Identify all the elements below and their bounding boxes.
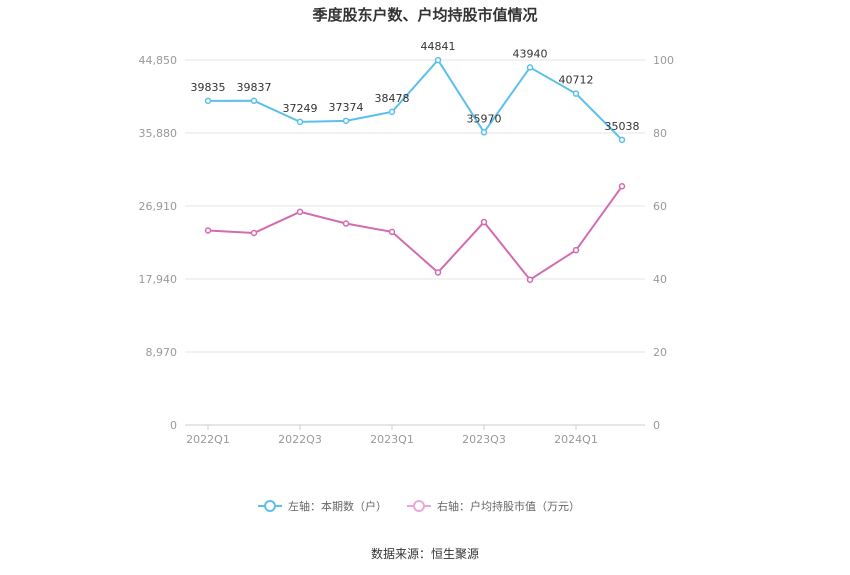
data-point[interactable] bbox=[342, 117, 350, 125]
data-point[interactable] bbox=[296, 118, 304, 126]
data-point[interactable] bbox=[296, 208, 304, 216]
x-axis: 2022Q1 2022Q3 2023Q1 2023Q3 2024Q1 bbox=[186, 425, 598, 446]
data-source: 数据来源：恒生聚源 bbox=[371, 546, 479, 561]
series-2 bbox=[204, 183, 626, 283]
data-label: 35038 bbox=[605, 120, 640, 133]
x-tick-label: 2022Q3 bbox=[278, 433, 322, 446]
grid-lines bbox=[185, 59, 645, 426]
x-tick-label: 2022Q1 bbox=[186, 433, 230, 446]
right-axis-ticks: 0 20 40 60 80 100 bbox=[653, 54, 674, 432]
data-point[interactable] bbox=[526, 276, 534, 283]
legend-marker bbox=[413, 500, 425, 512]
data-point[interactable] bbox=[250, 229, 258, 237]
data-label: 39837 bbox=[237, 81, 272, 94]
data-label: 38478 bbox=[375, 92, 410, 105]
data-point[interactable] bbox=[342, 220, 350, 227]
data-point[interactable] bbox=[434, 269, 442, 276]
chart-title: 季度股东户数、户均持股市值情况 bbox=[312, 6, 537, 24]
data-point[interactable] bbox=[618, 136, 626, 144]
series-line bbox=[207, 58, 623, 141]
data-point[interactable] bbox=[572, 90, 580, 97]
series-line bbox=[207, 185, 623, 282]
series-1: 39835 39837 37249 37374 38478 44841 35970 43940… bbox=[191, 40, 640, 144]
right-tick-label: 0 bbox=[653, 419, 660, 432]
data-point[interactable] bbox=[388, 108, 396, 116]
data-point[interactable] bbox=[572, 246, 580, 254]
data-point[interactable] bbox=[618, 183, 626, 190]
data-label: 37249 bbox=[283, 102, 318, 115]
left-axis-ticks: 0 8,970 17,940 26,910 35,880 44,850 bbox=[139, 54, 178, 432]
data-label: 39835 bbox=[191, 81, 226, 94]
data-label: 37374 bbox=[329, 101, 364, 114]
data-point[interactable] bbox=[388, 228, 396, 236]
x-tick-label: 2023Q3 bbox=[462, 433, 506, 446]
data-label: 43940 bbox=[513, 47, 548, 60]
left-tick-label: 17,940 bbox=[139, 273, 178, 286]
right-tick-label: 40 bbox=[653, 273, 667, 286]
legend[interactable]: 左轴：本期数（户） 右轴：户均持股市值（万元） bbox=[258, 499, 580, 513]
data-point[interactable] bbox=[250, 97, 258, 105]
data-point[interactable] bbox=[434, 56, 442, 64]
legend-label: 右轴：户均持股市值（万元） bbox=[437, 499, 580, 513]
right-tick-label: 80 bbox=[653, 127, 667, 140]
right-tick-label: 100 bbox=[653, 54, 674, 67]
left-tick-label: 0 bbox=[170, 419, 177, 432]
data-point[interactable] bbox=[204, 97, 212, 105]
series-layer: 39835 39837 37249 37374 38478 44841 35970 43940… bbox=[191, 40, 640, 283]
legend-label: 左轴：本期数（户） bbox=[288, 499, 387, 513]
data-label: 44841 bbox=[421, 40, 456, 53]
data-point[interactable] bbox=[204, 227, 212, 234]
data-label: 40712 bbox=[559, 74, 594, 87]
left-tick-label: 44,850 bbox=[139, 54, 178, 67]
legend-item-1[interactable]: 左轴：本期数（户） bbox=[258, 499, 387, 513]
left-tick-label: 8,970 bbox=[146, 346, 178, 359]
legend-marker bbox=[264, 500, 276, 512]
data-point[interactable] bbox=[480, 218, 488, 226]
right-tick-label: 60 bbox=[653, 200, 667, 213]
x-tick-label: 2024Q1 bbox=[554, 433, 598, 446]
legend-item-2[interactable]: 右轴：户均持股市值（万元） bbox=[407, 499, 580, 513]
left-tick-label: 35,880 bbox=[139, 127, 178, 140]
data-label: 35970 bbox=[467, 112, 502, 125]
left-tick-label: 26,910 bbox=[139, 200, 178, 213]
data-point[interactable] bbox=[480, 129, 488, 136]
data-point[interactable] bbox=[526, 64, 534, 71]
right-tick-label: 20 bbox=[653, 346, 667, 359]
x-tick-label: 2023Q1 bbox=[370, 433, 414, 446]
